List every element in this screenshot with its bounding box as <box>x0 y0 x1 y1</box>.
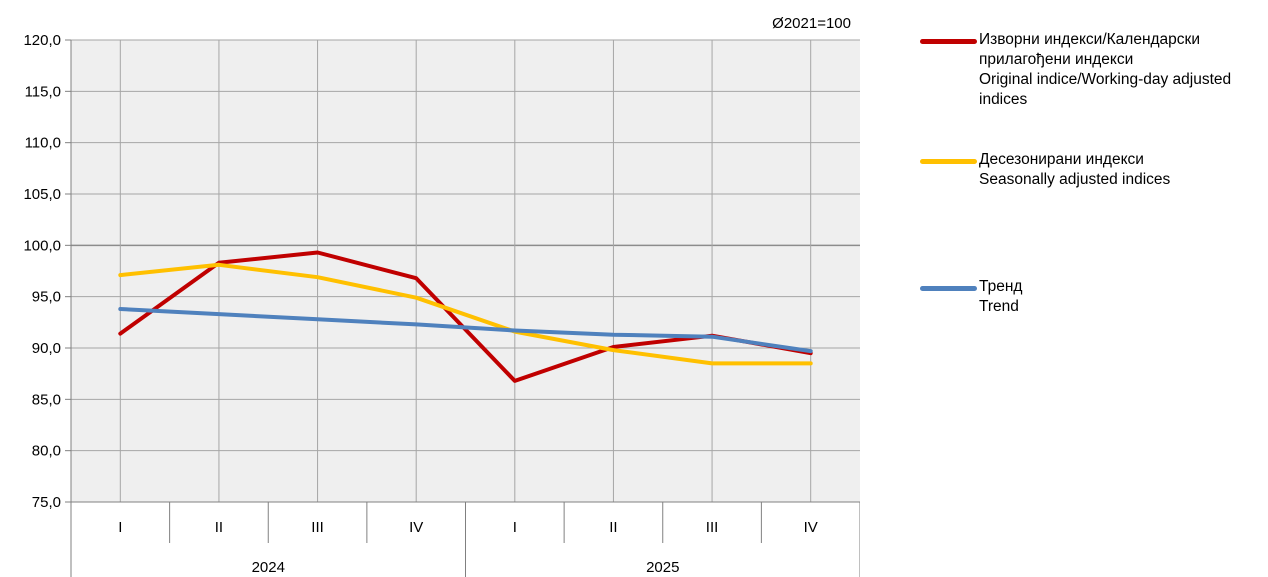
x-tick-label: I <box>513 519 517 536</box>
x-tick-label: II <box>609 519 617 536</box>
y-axis-ticks: 120,0 115,0 110,0 105,0 100,0 95,0 90,0 85,0 80,… <box>23 32 61 511</box>
legend-line: Тренд <box>979 278 1023 295</box>
legend-swatch-trend <box>920 286 977 291</box>
series-line-2 <box>118 307 813 354</box>
legend-label-original: Изворни индекси/Календарски прилагођени … <box>979 30 1265 110</box>
legend-swatch-original <box>920 39 977 44</box>
y-tick-label: 120,0 <box>23 32 61 49</box>
y-tick-label: 105,0 <box>23 186 61 203</box>
x-tick-label: I <box>118 519 122 536</box>
y-tick-label: 100,0 <box>23 237 61 254</box>
y-tick-label: 90,0 <box>32 340 61 357</box>
legend-line: Original indice/Working-day adjusted <box>979 71 1232 88</box>
series-lines <box>118 250 813 383</box>
legend-label-seasonal: Десезонирани индекси Seasonally adjusted… <box>979 150 1265 190</box>
x-tick-label: III <box>311 519 324 536</box>
y-tick-label: 115,0 <box>25 83 61 100</box>
legend-line: Десезонирани индекси <box>979 151 1144 168</box>
base-note: Ø2021=100 <box>772 15 851 32</box>
line-chart: 120,0 115,0 110,0 105,0 100,0 95,0 90,0 85,0 80,… <box>23 15 860 577</box>
grid-lines <box>71 39 860 503</box>
x-group-label: 2024 <box>252 559 285 576</box>
legend-line: indices <box>979 91 1028 108</box>
legend-line: прилагођени индекси <box>979 51 1134 68</box>
y-tick-label: 95,0 <box>32 289 61 306</box>
legend-line: Seasonally adjusted indices <box>979 171 1171 188</box>
x-tick-label: IV <box>409 519 423 536</box>
legend-line: Trend <box>979 298 1019 315</box>
y-tick-label: 80,0 <box>32 443 61 460</box>
axes <box>65 39 860 577</box>
y-tick-label: 75,0 <box>32 494 61 511</box>
series-line-1 <box>118 262 813 366</box>
legend-swatch-seasonal <box>920 159 977 164</box>
x-group-label: 2025 <box>646 559 679 576</box>
plot-area <box>71 40 860 502</box>
y-tick-label: 85,0 <box>32 391 61 408</box>
legend-line: Изворни индекси/Календарски <box>979 31 1200 48</box>
x-tick-label: IV <box>804 519 818 536</box>
legend-label-trend: Тренд Trend <box>979 277 1265 317</box>
x-tick-label: II <box>215 519 223 536</box>
x-tick-label: III <box>706 519 719 536</box>
y-tick-label: 110,0 <box>25 135 61 152</box>
